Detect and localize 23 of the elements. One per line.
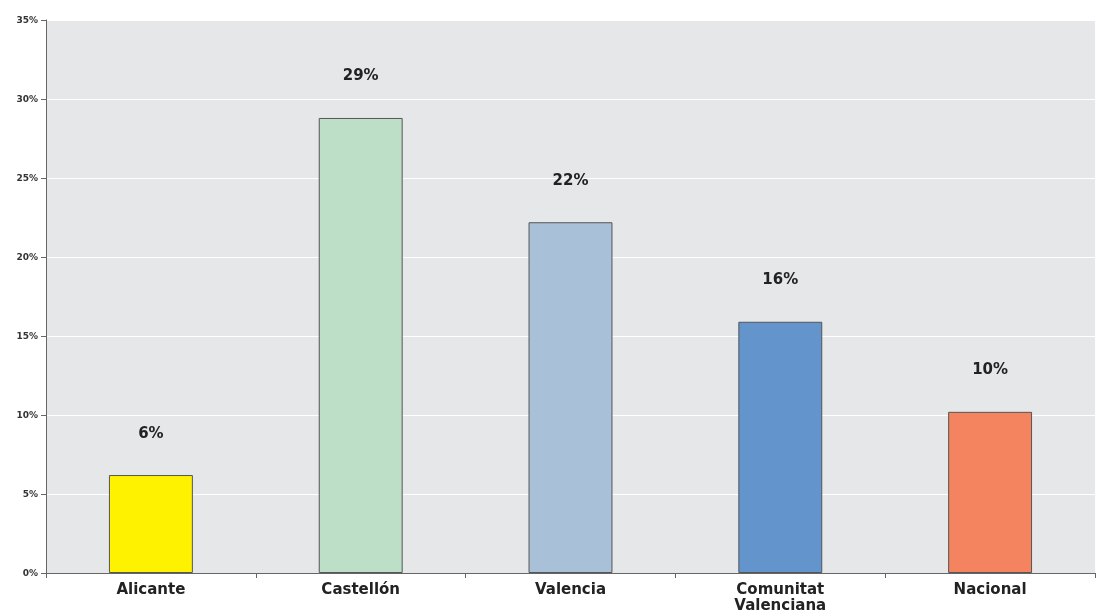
bar bbox=[738, 321, 823, 573]
y-tick-label: 25% bbox=[16, 173, 38, 183]
x-tick-label: Nacional bbox=[953, 580, 1027, 598]
bar bbox=[108, 475, 193, 573]
x-tick-label: Alicante bbox=[116, 580, 186, 598]
x-tick-label: Castellón bbox=[321, 580, 401, 598]
bar bbox=[318, 117, 403, 573]
y-tick-label: 5% bbox=[22, 489, 38, 499]
bar bbox=[948, 411, 1033, 573]
data-label: 22% bbox=[552, 170, 589, 189]
y-tick-label: 20% bbox=[16, 252, 38, 262]
x-tick-label: Valencia bbox=[534, 580, 607, 598]
x-tick-label: Comunitat Valenciana bbox=[734, 580, 827, 614]
data-label: 29% bbox=[342, 66, 379, 85]
data-label: 10% bbox=[972, 360, 1009, 379]
y-tick-label: 0% bbox=[22, 568, 38, 578]
bar bbox=[528, 222, 613, 573]
y-tick-label: 35% bbox=[16, 15, 38, 25]
y-tick-label: 30% bbox=[16, 94, 38, 104]
y-tick-label: 10% bbox=[16, 410, 38, 420]
data-label: 16% bbox=[762, 270, 799, 289]
data-label: 6% bbox=[138, 423, 164, 442]
y-tick-label: 15% bbox=[16, 331, 38, 341]
